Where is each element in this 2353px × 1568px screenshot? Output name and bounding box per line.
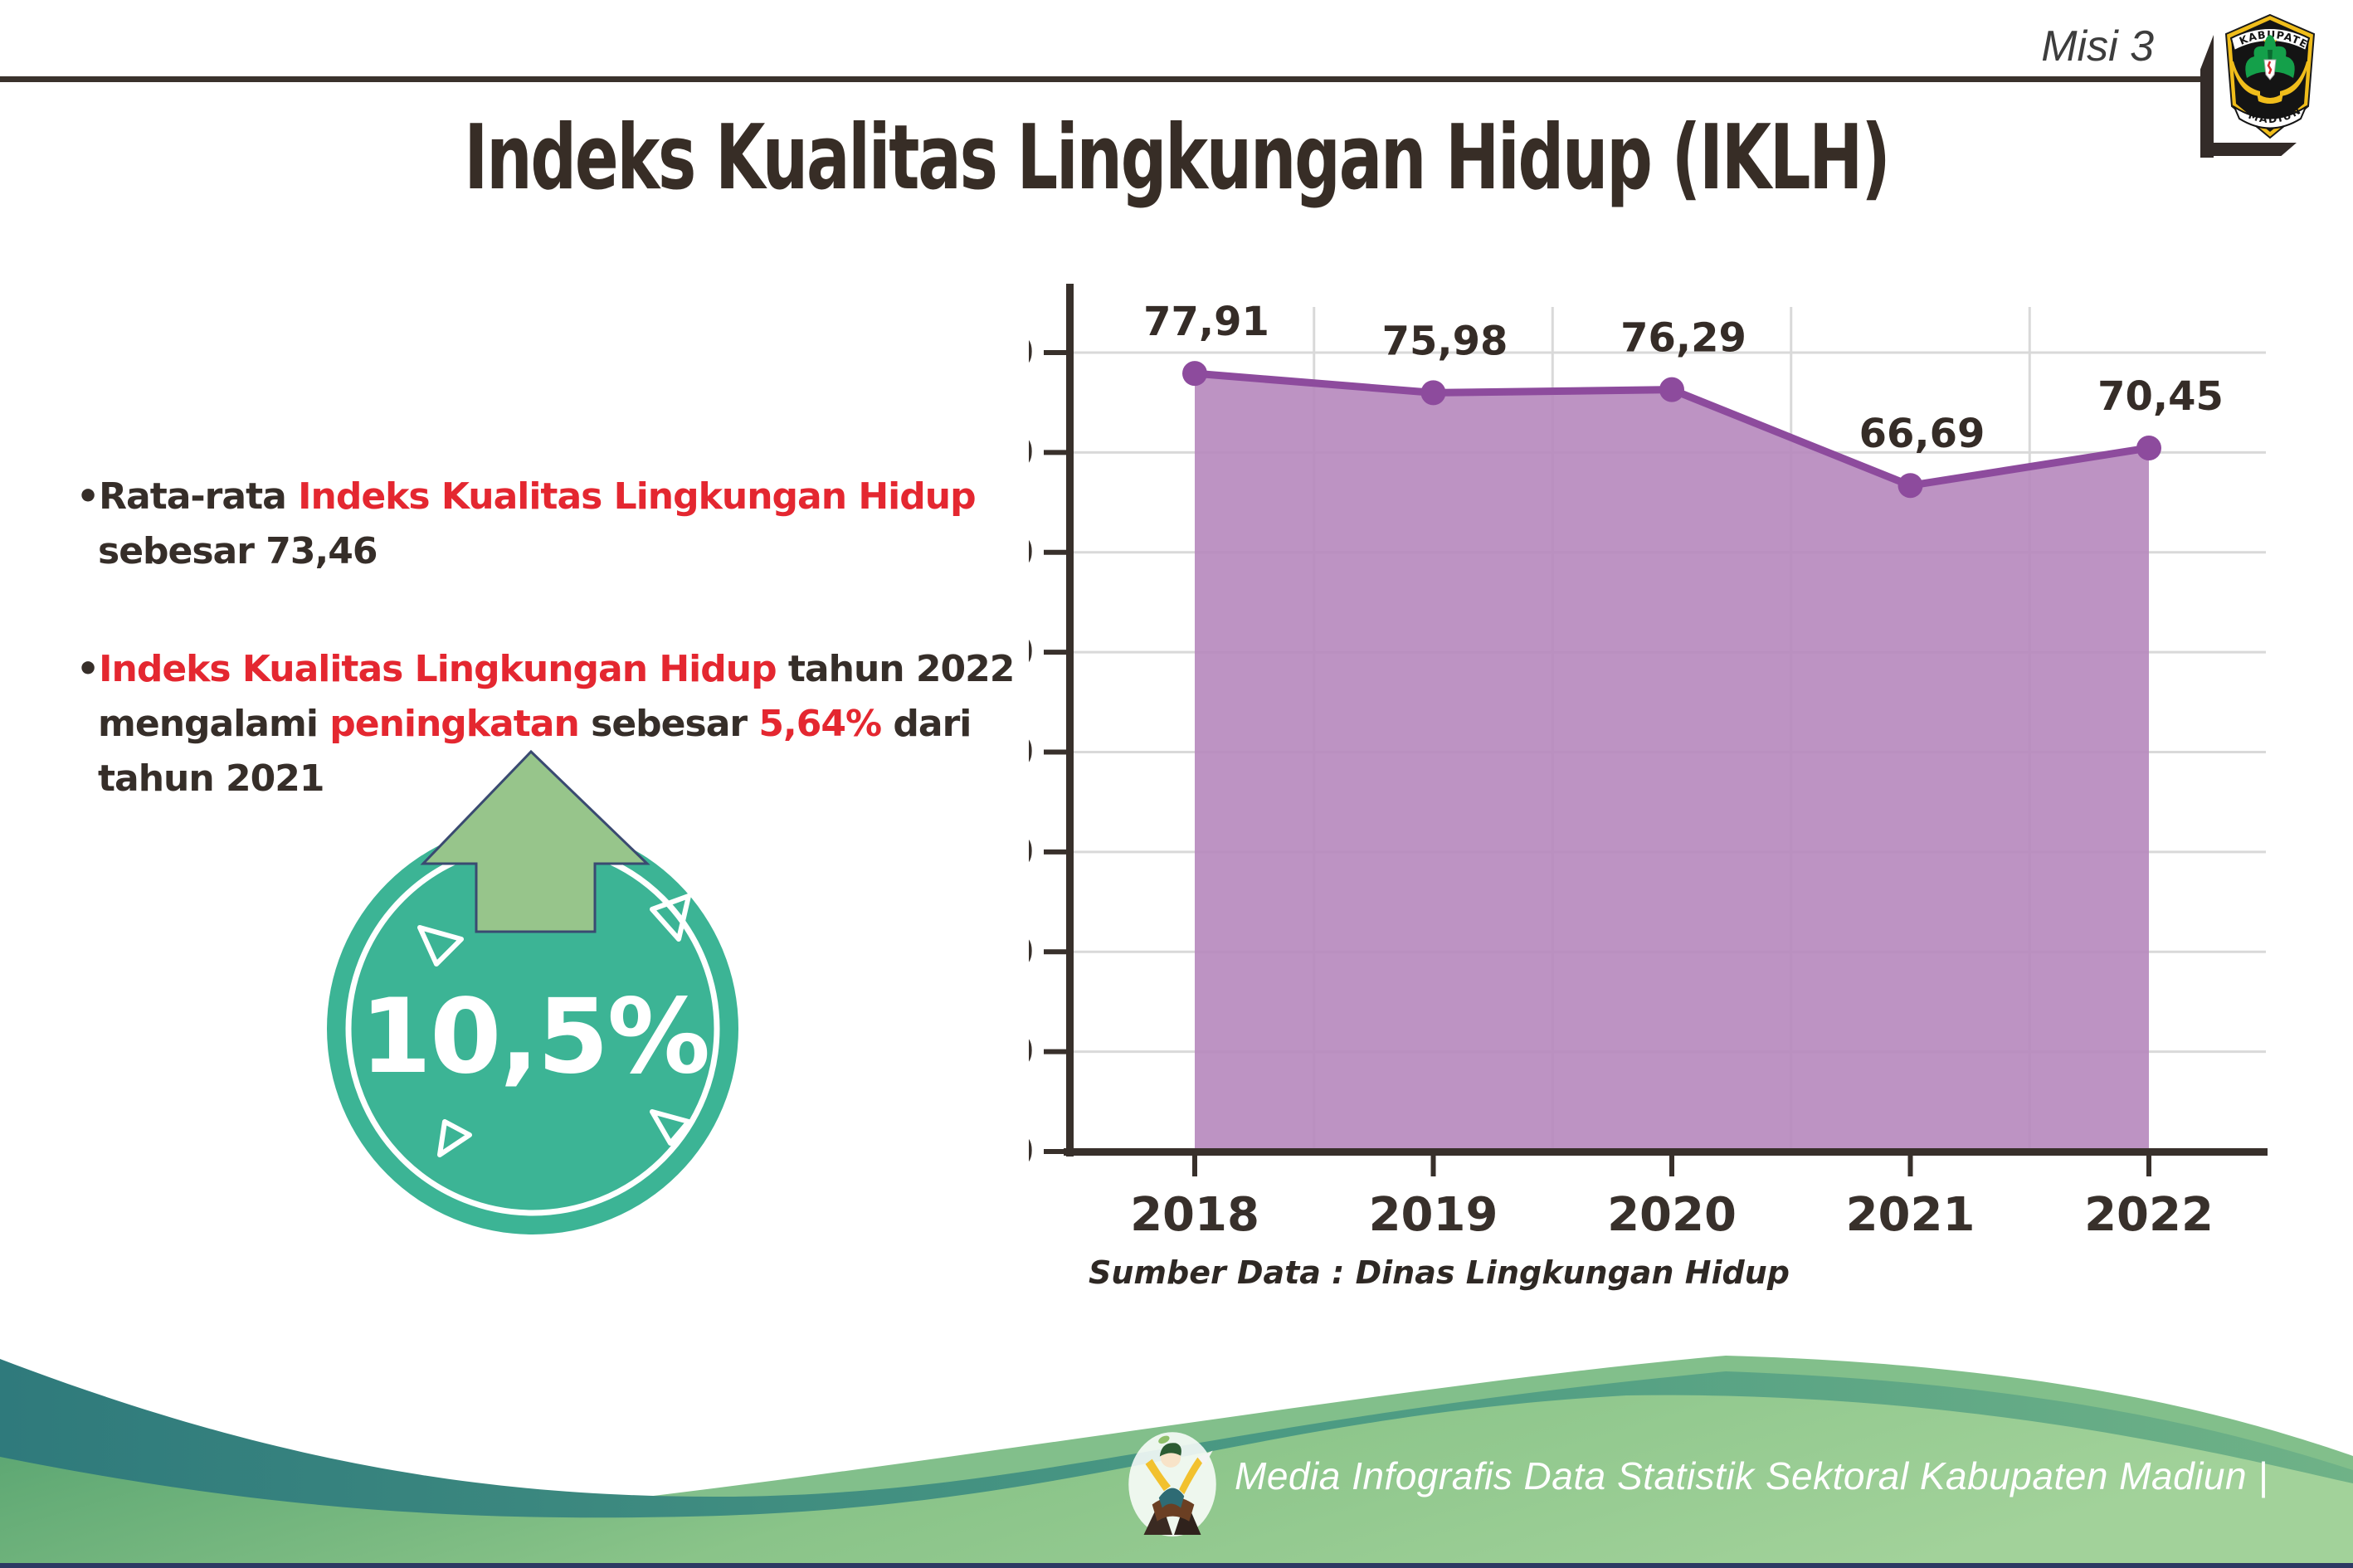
svg-text:30: 30 — [1029, 828, 1034, 876]
bullet-text-segment: 5,64% — [758, 703, 882, 745]
svg-text:77,91: 77,91 — [1143, 299, 1269, 345]
bullet-text-segment: •Rata-rata — [76, 475, 299, 518]
wing-left-icon — [2231, 61, 2260, 96]
mission-label: Misi 3 — [2041, 22, 2154, 71]
bullet-text-segment: tahun 2022 — [776, 648, 1015, 690]
svg-text:76,29: 76,29 — [1620, 315, 1746, 362]
svg-text:75,98: 75,98 — [1382, 318, 1508, 364]
svg-text:2022: 2022 — [2084, 1188, 2214, 1242]
svg-text:2018: 2018 — [1130, 1188, 1259, 1242]
svg-text:70: 70 — [1029, 428, 1034, 476]
bullet-text-segment: • — [76, 648, 100, 690]
svg-text:0: 0 — [1029, 1127, 1034, 1176]
svg-text:2020: 2020 — [1607, 1188, 1737, 1242]
svg-text:2019: 2019 — [1369, 1188, 1498, 1242]
increase-badge: 10,5% — [322, 747, 747, 1244]
footer-credit: Media Infografis Data Statistik Sektoral… — [1235, 1454, 2268, 1497]
wing-right-icon — [2280, 61, 2309, 96]
data-source-note: Sumber Data : Dinas Lingkungan Hidup — [1089, 1254, 1790, 1291]
x-axis-labels: 2018 2019 2020 2021 2022 — [1130, 1155, 2214, 1242]
bottom-accent-line — [0, 1563, 2353, 1568]
svg-text:66,69: 66,69 — [1859, 411, 1985, 457]
svg-text:60: 60 — [1029, 528, 1034, 577]
svg-text:40: 40 — [1029, 728, 1034, 777]
svg-text:50: 50 — [1029, 628, 1034, 676]
svg-text:10: 10 — [1029, 1028, 1034, 1076]
badge-circle — [327, 823, 738, 1234]
svg-text:2021: 2021 — [1846, 1188, 1975, 1242]
bullet-text-segment: sebesar — [578, 703, 759, 745]
bullet-item: •Indeks Kualitas Lingkungan Hidup tahun … — [76, 642, 1022, 806]
page-title: Indeks Kualitas Lingkungan Hidup (IKLH) — [464, 106, 1890, 210]
bullet-text-segment: mengalami — [98, 703, 330, 745]
arrow-up-icon — [420, 749, 650, 933]
svg-text:20: 20 — [1029, 928, 1034, 976]
bullet-text-segment: sebesar 73,46 — [98, 530, 378, 572]
logo-frame-horizontal — [2200, 143, 2297, 156]
increase-percentage: 10,5% — [359, 977, 710, 1097]
bullet-item: •Rata-rata Indeks Kualitas Lingkungan Hi… — [76, 470, 1022, 579]
data-labels: 77,91 75,98 76,29 66,69 70,45 — [1143, 299, 2224, 457]
area-series — [1182, 361, 2161, 1152]
logo-frame-vertical — [2200, 35, 2214, 158]
bullet-text-segment: Indeks Kualitas Lingkungan Hidup — [298, 475, 976, 518]
svg-text:80: 80 — [1029, 329, 1034, 377]
y-axis-labels: 0 10 20 30 40 50 60 70 80 — [976, 329, 1067, 1176]
key-findings-text: •Rata-rata Indeks Kualitas Lingkungan Hi… — [76, 470, 1022, 869]
kabupaten-madiun-logo-icon: KABUPATEN MADIUN — [2220, 12, 2316, 139]
bullet-text-segment: tahun 2021 — [98, 757, 324, 800]
bullet-text-segment: Indeks Kualitas Lingkungan Hidup — [99, 648, 777, 690]
iklh-area-chart: 0 10 20 30 40 50 60 70 80 2018 2019 2020 2021 2022 77,… — [976, 282, 2323, 1286]
svg-text:70,45: 70,45 — [2097, 373, 2224, 420]
header-rule — [0, 76, 2202, 82]
mascot-icon — [1128, 1432, 1216, 1536]
bullet-text-segment: peningkatan — [329, 703, 580, 745]
bullet-text-segment: dari — [881, 703, 972, 745]
axes — [1064, 284, 2268, 1157]
